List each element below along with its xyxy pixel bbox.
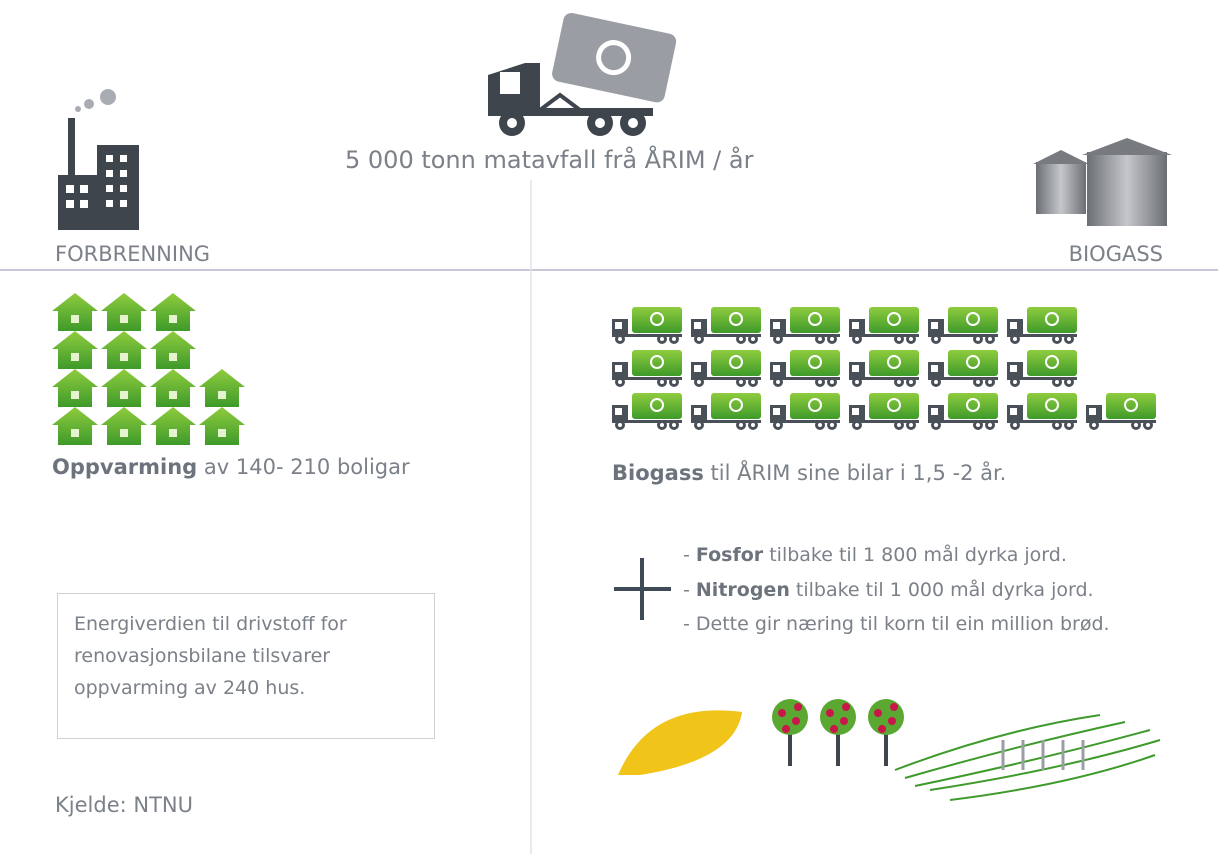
item-text: tilbake til 1 000 mål dyrka jord.: [796, 579, 1094, 601]
note-line: Energiverdien til drivstoff for: [74, 608, 418, 640]
item-bold: Nitrogen: [696, 579, 790, 601]
bullet: -: [683, 613, 690, 635]
fruit: [874, 709, 882, 717]
truck-icon: [691, 307, 761, 344]
fruit: [878, 725, 886, 733]
house-icon: [52, 407, 98, 445]
fruit: [840, 717, 848, 725]
result: Oppvarming av 140- 210 boligar: [52, 455, 410, 479]
house-icon: [101, 369, 147, 407]
fruit: [826, 709, 834, 717]
wheat-field-icon: [895, 715, 1160, 800]
result-bold: Oppvarming: [52, 455, 197, 479]
item-text: tilbake til 1 800 mål dyrka jord.: [769, 544, 1067, 566]
fruit: [842, 703, 850, 711]
truck-icons: [612, 307, 1156, 430]
tree-crown: [772, 699, 808, 735]
truck-icon: [928, 307, 998, 344]
truck-icon: [612, 350, 682, 387]
tree-crown: [868, 699, 904, 735]
list-item: - Dette gir næring til korn til ein mill…: [683, 607, 1110, 642]
truck-icon: [1086, 393, 1156, 430]
house-icon: [199, 407, 245, 445]
house-icons: [52, 293, 245, 445]
fruit: [830, 725, 838, 733]
house-icon: [52, 331, 98, 369]
fruit: [794, 703, 802, 711]
benefit-list: - Fosfor tilbake til 1 800 mål dyrka jor…: [683, 538, 1110, 642]
house-icon: [150, 293, 196, 331]
fruit: [888, 717, 896, 725]
dump-truck-icon: [488, 12, 678, 136]
note-line: oppvarming av 240 hus.: [74, 672, 418, 704]
silo-icon: [1033, 138, 1172, 226]
house-icon: [101, 407, 147, 445]
bread-icon: [618, 710, 742, 775]
house-icon: [150, 331, 196, 369]
item-text: Dette gir næring til korn til ein millio…: [696, 613, 1110, 635]
note-line: renovasjonsbilane tilsvarer: [74, 640, 418, 672]
house-icon: [52, 369, 98, 407]
truck-icon: [612, 393, 682, 430]
list-item: - Nitrogen tilbake til 1 000 mål dyrka j…: [683, 573, 1110, 608]
truck-icon: [928, 393, 998, 430]
house-icon: [199, 369, 245, 407]
source: Kjelde: NTNU: [55, 793, 193, 817]
heading: FORBRENNING: [55, 242, 210, 266]
house-icon: [52, 293, 98, 331]
result-text: til ÅRIM sine bilar i 1,5 -2 år.: [711, 461, 1007, 485]
house-icon: [101, 331, 147, 369]
fruit: [890, 703, 898, 711]
result: Biogass til ÅRIM sine bilar i 1,5 -2 år.: [612, 461, 1006, 485]
truck-icon: [691, 350, 761, 387]
plus-icon: [614, 558, 671, 620]
truck-icon: [849, 393, 919, 430]
truck-icon: [770, 393, 840, 430]
truck-icon: [1007, 307, 1077, 344]
truck-icon: [849, 350, 919, 387]
bullet: -: [683, 579, 690, 601]
house-icon: [150, 407, 196, 445]
factory-icon: [58, 89, 139, 230]
list-item: - Fosfor tilbake til 1 800 mål dyrka jor…: [683, 538, 1110, 573]
heading: BIOGASS: [1069, 242, 1163, 266]
fruit: [792, 717, 800, 725]
truck-icon: [612, 307, 682, 344]
truck-icon: [770, 350, 840, 387]
tree-icons: [772, 699, 904, 766]
title: 5 000 tonn matavfall frå ÅRIM / år: [345, 146, 753, 174]
fruit: [782, 725, 790, 733]
house-icon: [150, 369, 196, 407]
note-box: Energiverdien til drivstoff for renovasj…: [57, 593, 435, 739]
house-icon: [101, 293, 147, 331]
bullet: -: [683, 544, 690, 566]
infographic: 5 000 tonn matavfall frå ÅRIM / år FORBR…: [0, 0, 1218, 854]
item-bold: Fosfor: [696, 544, 763, 566]
truck-icon: [691, 393, 761, 430]
truck-icon: [849, 307, 919, 344]
truck-icon: [928, 350, 998, 387]
result-bold: Biogass: [612, 461, 704, 485]
tree-crown: [820, 699, 856, 735]
truck-icon: [1007, 393, 1077, 430]
truck-icon: [1007, 350, 1077, 387]
result-text: av 140- 210 boligar: [204, 455, 410, 479]
fruit: [778, 709, 786, 717]
truck-icon: [770, 307, 840, 344]
